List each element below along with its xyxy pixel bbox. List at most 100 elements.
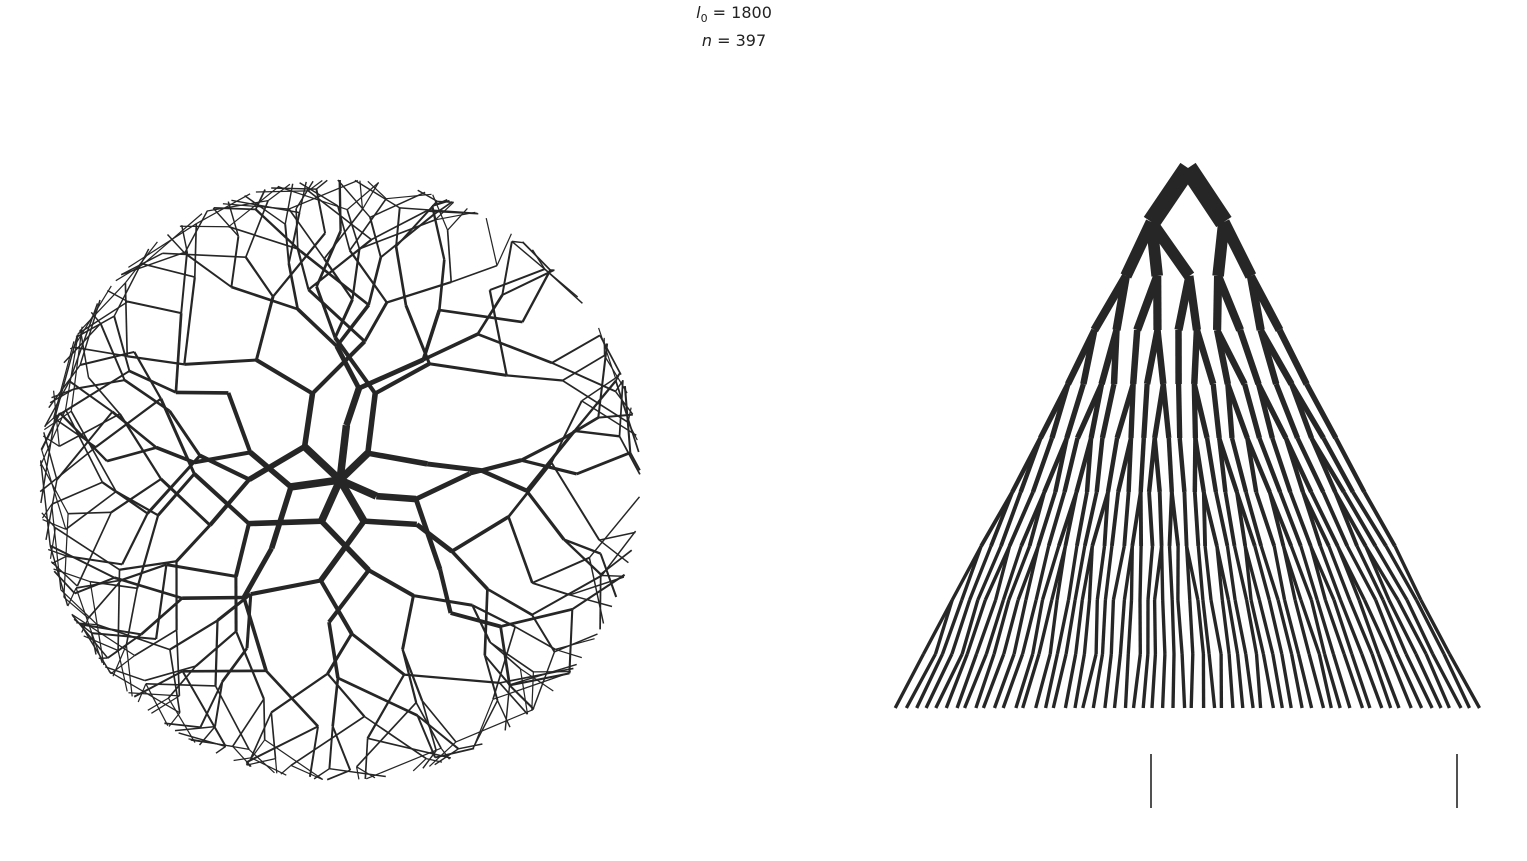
tree-branch: [348, 249, 388, 304]
tree-branch: [162, 252, 246, 259]
tree-branch: [54, 370, 130, 419]
tree-edge: [1152, 437, 1162, 493]
tree-edge: [1122, 491, 1131, 547]
tree-edge: [1034, 545, 1051, 601]
tree-edge: [1091, 653, 1105, 709]
tree-branch: [507, 461, 553, 518]
tree-branch: [277, 185, 348, 211]
tree-edge: [1414, 599, 1446, 655]
tree-edge: [955, 653, 979, 709]
tree-branch: [123, 378, 171, 412]
tree-branch: [155, 445, 195, 465]
tree-branch: [143, 263, 196, 278]
tree-branch: [110, 478, 162, 514]
tree-edge: [944, 653, 969, 709]
tree-branch: [531, 671, 535, 711]
tree-edge: [1387, 599, 1418, 655]
tree-branch: [74, 576, 115, 595]
tree-edge: [1129, 545, 1134, 601]
tree-branch: [246, 757, 276, 766]
tree-branch: [53, 568, 91, 583]
tree-edge: [1048, 599, 1059, 655]
tree-branch: [255, 358, 314, 396]
tree-edge: [1087, 545, 1094, 601]
tree-edge: [1237, 328, 1262, 386]
tree-branch: [511, 240, 524, 244]
tree-branch: [235, 630, 265, 700]
tree-edge: [1364, 545, 1400, 601]
tree-branch: [598, 539, 629, 564]
tree-edge: [1176, 599, 1184, 655]
tree-branch: [428, 741, 457, 767]
tree-branch: [501, 269, 554, 296]
tree-edge: [1276, 599, 1294, 655]
tree-branch: [336, 478, 368, 523]
tree-edge: [1020, 599, 1038, 655]
tree-branch: [356, 766, 376, 779]
tree-edge: [1001, 545, 1023, 601]
tree-branch: [435, 211, 476, 221]
tree-branch: [336, 424, 351, 481]
tree-edge: [1317, 653, 1333, 709]
tree-branch: [480, 468, 528, 493]
tree-branch: [519, 668, 529, 715]
tree-edge: [1405, 599, 1435, 655]
tree-edge: [1253, 545, 1271, 601]
tree-edge: [1299, 599, 1321, 655]
tree-edge: [1073, 545, 1087, 601]
tree-branch: [290, 715, 365, 767]
tree-edge: [1299, 545, 1319, 601]
tree-edge: [1293, 599, 1311, 655]
tree-branch: [66, 555, 123, 566]
tree-edge: [1090, 491, 1110, 547]
tree-edge: [915, 653, 945, 709]
tree-edge: [1138, 545, 1143, 601]
tree-branch: [124, 282, 129, 357]
tree-branch: [413, 594, 473, 607]
tree-branch: [241, 547, 274, 599]
tree-branch: [395, 207, 401, 247]
tree-edge: [1064, 383, 1086, 439]
tree-edge: [1193, 437, 1207, 493]
tree-branch: [180, 251, 189, 314]
tree-branch: [288, 208, 325, 260]
tree-branch: [90, 580, 138, 590]
tree-branch: [175, 524, 212, 563]
tree-edge: [1159, 545, 1165, 601]
tree-edge: [1160, 653, 1167, 709]
tree-edge: [1002, 599, 1020, 655]
tree-branch: [429, 362, 507, 377]
tree-branch: [532, 651, 556, 711]
tree-edge: [1257, 437, 1283, 493]
tree-edge: [1442, 653, 1472, 709]
tree-branch: [227, 201, 240, 237]
tree-edge: [1064, 599, 1077, 655]
tree-branch: [562, 379, 629, 423]
tree-edge: [1166, 437, 1175, 493]
tree-edge: [1082, 491, 1099, 547]
tree-branch: [78, 282, 126, 333]
tree-branch: [106, 446, 157, 463]
tree-branch: [366, 674, 406, 739]
tree-edge: [1103, 545, 1114, 601]
tree-edge: [1191, 383, 1210, 439]
tree-branch: [414, 471, 472, 502]
tree-branch: [193, 450, 251, 465]
tree-branch: [79, 329, 90, 378]
tree-branch: [571, 573, 626, 611]
tree-edge: [1374, 599, 1399, 655]
tree-branch: [265, 669, 319, 728]
tree-branch: [147, 697, 169, 711]
tree-branch: [184, 210, 208, 254]
tree-edge: [1084, 437, 1094, 493]
tree-branch: [614, 380, 640, 453]
tree-edge: [1088, 383, 1105, 439]
tree-branch: [120, 563, 167, 582]
tree-branch: [206, 199, 269, 212]
tree-branch: [184, 358, 257, 366]
tree-branch: [73, 618, 82, 625]
tree-branch: [230, 236, 240, 288]
tree-edge: [1196, 599, 1206, 655]
tree-edge: [1289, 653, 1304, 709]
tree-branch: [351, 248, 361, 300]
